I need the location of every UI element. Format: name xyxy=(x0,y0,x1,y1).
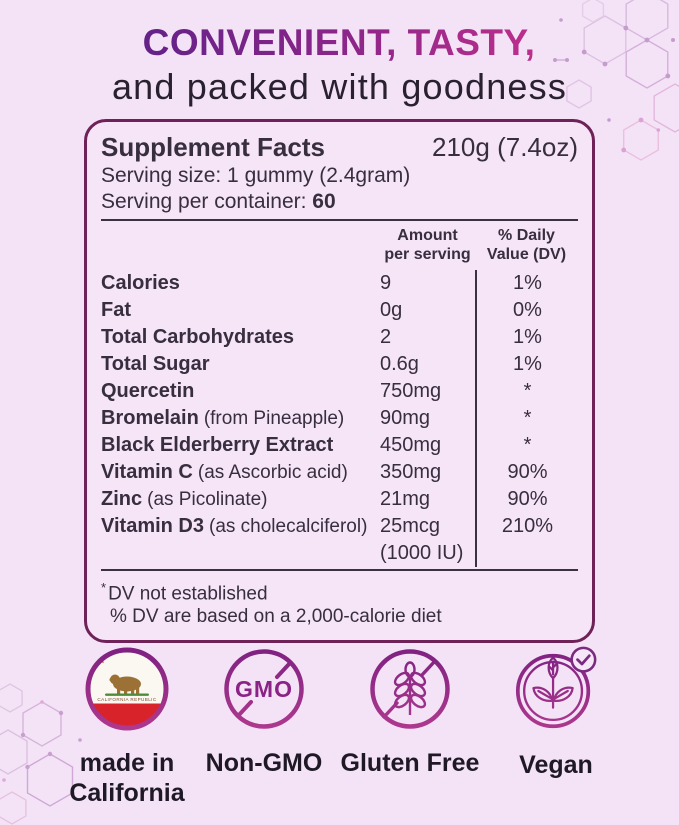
table-row: Black Elderberry Extract 450mg * xyxy=(101,432,578,459)
row-amount: 21mg xyxy=(380,488,431,510)
serving-size-line: Serving size: 1 gummy (2.4gram) xyxy=(101,164,411,187)
grass-strip xyxy=(105,693,149,697)
row-dv: 1% xyxy=(475,270,578,297)
row-name xyxy=(101,540,380,567)
row-name: Total Carbohydrates xyxy=(101,326,294,348)
row-amount: 9 xyxy=(380,272,392,294)
gmo-text: GMO xyxy=(235,676,293,702)
table-row-continuation: (1000 IU) xyxy=(101,540,578,567)
hexagon-pattern-bottom-left xyxy=(0,683,82,825)
row-name: Quercetin xyxy=(101,380,195,402)
row-dv: 90% xyxy=(475,486,578,513)
table-row: Fat 0g 0% xyxy=(101,297,578,324)
footnote-line-2: % DV are based on a 2,000-calorie diet xyxy=(110,606,442,628)
row-amount: 0g xyxy=(380,299,403,321)
row-amount: 25mcg xyxy=(380,515,441,537)
badge-label: Vegan xyxy=(519,751,593,780)
headline-text: CONVENIENT, TASTY, xyxy=(143,22,536,63)
headline: CONVENIENT, TASTY, xyxy=(143,22,536,63)
row-dv: * xyxy=(475,432,578,459)
badge-vegan: Vegan xyxy=(494,643,618,780)
hexagon-pattern-top-right xyxy=(553,0,679,161)
row-dv: 90% xyxy=(475,459,578,486)
badge-label: made in California xyxy=(69,749,185,808)
table-row: Vitamin D3 (as cholecalciferol) 25mcg 210… xyxy=(101,513,578,540)
plant-check-icon xyxy=(515,646,597,729)
row-amount: 2 xyxy=(380,326,392,348)
row-dv xyxy=(475,540,578,567)
asterisk-marker: * xyxy=(101,580,107,595)
california-flag-icon: CALIFORNIA REPUBLIC xyxy=(85,647,169,731)
table-row: Bromelain (from Pineapple) 90mg * xyxy=(101,405,578,432)
row-name: Vitamin D3 (as cholecalciferol) xyxy=(101,515,368,537)
row-amount: 0.6g xyxy=(380,353,419,375)
row-name: Bromelain (from Pineapple) xyxy=(101,407,345,429)
gmo-crossed-icon: GMO xyxy=(224,649,304,730)
table-row: Vitamin C (as Ascorbic acid) 350mg 90% xyxy=(101,459,578,486)
badge-non-gmo: GMO Non-GMO xyxy=(194,643,334,778)
wheat-crossed-icon xyxy=(370,649,450,730)
flag-motto-text: CALIFORNIA REPUBLIC xyxy=(97,697,156,702)
row-name: Total Sugar xyxy=(101,353,210,375)
row-dv: 0% xyxy=(475,297,578,324)
check-badge-icon xyxy=(570,646,597,673)
table-header: Amount per serving % Daily Value (DV) xyxy=(101,219,578,270)
net-weight: 210g (7.4oz) xyxy=(432,132,578,162)
row-dv: 210% xyxy=(475,513,578,540)
row-name: Zinc (as Picolinate) xyxy=(101,488,268,510)
row-dv: * xyxy=(475,405,578,432)
row-name: Fat xyxy=(101,299,131,321)
column-header-amount: Amount per serving xyxy=(384,227,471,263)
badge-label: Non-GMO xyxy=(205,749,323,778)
sprout-plant xyxy=(532,656,574,710)
supplement-facts-panel: Supplement Facts 210g (7.4oz) Serving si… xyxy=(84,119,595,644)
row-dv: * xyxy=(475,378,578,405)
row-name: Vitamin C (as Ascorbic acid) xyxy=(101,461,348,483)
column-header-dv: % Daily Value (DV) xyxy=(486,227,567,263)
row-amount: 450mg xyxy=(380,434,442,456)
row-amount: (1000 IU) xyxy=(380,542,464,564)
table-row: Zinc (as Picolinate) 21mg 90% xyxy=(101,486,578,513)
table-row: Quercetin 750mg * xyxy=(101,378,578,405)
badge-label: Gluten Free xyxy=(340,749,480,778)
servings-per-container-line: Serving per container: 60 xyxy=(101,189,578,215)
footnote-line-1: * DV not established xyxy=(101,580,268,605)
panel-title: Supplement Facts xyxy=(101,132,325,162)
table-row: Total Carbohydrates 2 1% xyxy=(101,324,578,351)
row-amount: 350mg xyxy=(380,461,442,483)
badge-gluten-free: Gluten Free xyxy=(330,643,490,778)
row-dv: 1% xyxy=(475,324,578,351)
row-amount: 750mg xyxy=(380,380,442,402)
row-name: Calories xyxy=(101,272,180,294)
row-amount: 90mg xyxy=(380,407,431,429)
wheat-ear xyxy=(393,661,427,716)
footnote: * DV not established % DV are based on a … xyxy=(101,569,578,632)
bear-icon xyxy=(109,674,141,696)
servings-count: 60 xyxy=(312,190,336,213)
table-row: Calories 9 1% xyxy=(101,270,578,297)
nutrition-table: Calories 9 1% Fat 0g 0% Total Carbohydra… xyxy=(101,270,578,567)
row-name: Black Elderberry Extract xyxy=(101,434,334,456)
subheadline: and packed with goodness xyxy=(111,66,568,107)
servings-label: Serving per container: xyxy=(101,190,313,213)
table-row: Total Sugar 0.6g 1% xyxy=(101,351,578,378)
row-dv: 1% xyxy=(475,351,578,378)
badge-made-in-california: CALIFORNIA REPUBLIC made in California xyxy=(62,643,192,808)
